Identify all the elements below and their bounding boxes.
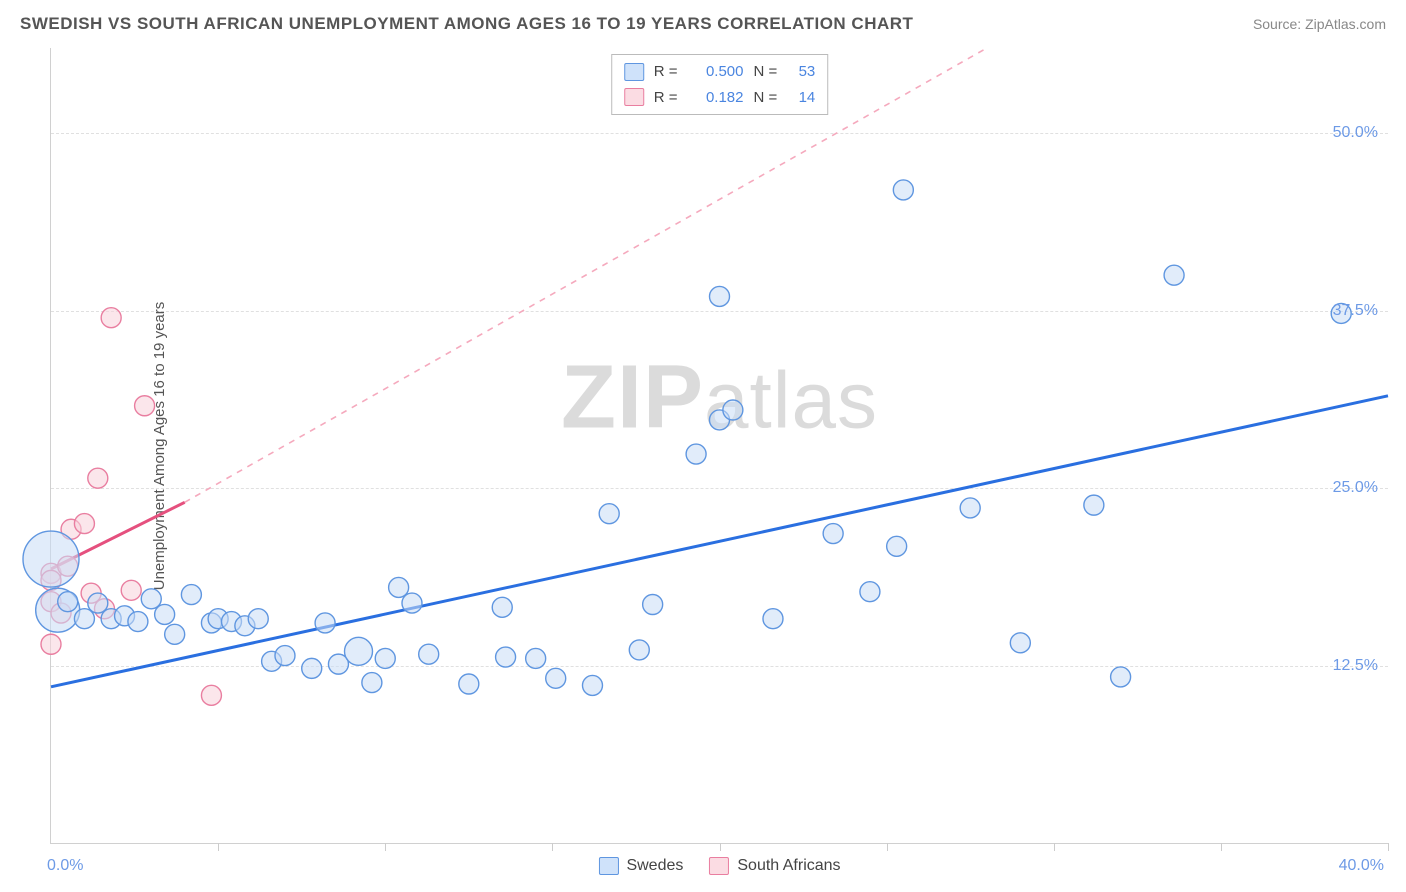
- scatter-point: [201, 685, 221, 705]
- scatter-point: [1084, 495, 1104, 515]
- y-axis-tick-label: 25.0%: [1333, 479, 1378, 497]
- x-axis-tick: [1054, 843, 1055, 851]
- legend-swatch: [624, 88, 644, 106]
- scatter-point: [74, 609, 94, 629]
- scatter-point: [345, 637, 373, 665]
- y-axis-tick-label: 12.5%: [1333, 657, 1378, 675]
- scatter-point: [58, 592, 78, 612]
- stats-legend-row: R = 0.500 N = 53: [624, 59, 816, 85]
- scatter-point: [362, 673, 382, 693]
- scatter-point: [88, 593, 108, 613]
- scatter-point: [165, 624, 185, 644]
- x-axis-min-label: 0.0%: [47, 857, 83, 875]
- stats-legend: R = 0.500 N = 53 R = 0.182 N = 14: [611, 54, 829, 115]
- scatter-point: [135, 396, 155, 416]
- scatter-point: [629, 640, 649, 660]
- scatter-point: [960, 498, 980, 518]
- scatter-point: [686, 444, 706, 464]
- scatter-point: [723, 400, 743, 420]
- scatter-point: [1164, 265, 1184, 285]
- stat-value-n: 53: [787, 59, 815, 85]
- scatter-point: [41, 634, 61, 654]
- stat-value-n: 14: [787, 85, 815, 111]
- scatter-point: [492, 597, 512, 617]
- x-axis-tick: [218, 843, 219, 851]
- x-axis-tick: [552, 843, 553, 851]
- x-axis-tick: [1388, 843, 1389, 851]
- scatter-point: [496, 647, 516, 667]
- source-attribution: Source: ZipAtlas.com: [1253, 16, 1386, 32]
- scatter-point: [23, 531, 79, 587]
- scatter-point: [887, 536, 907, 556]
- scatter-point: [763, 609, 783, 629]
- scatter-point: [141, 589, 161, 609]
- chart-plot-area: Unemployment Among Ages 16 to 19 years Z…: [50, 48, 1388, 844]
- scatter-point: [248, 609, 268, 629]
- scatter-point: [128, 612, 148, 632]
- scatter-point: [823, 524, 843, 544]
- scatter-point: [599, 504, 619, 524]
- x-axis-tick: [385, 843, 386, 851]
- stat-label-n: N =: [754, 59, 778, 85]
- scatter-point: [302, 658, 322, 678]
- scatter-point: [860, 582, 880, 602]
- scatter-point: [546, 668, 566, 688]
- chart-title: SWEDISH VS SOUTH AFRICAN UNEMPLOYMENT AM…: [20, 14, 913, 34]
- stats-legend-row: R = 0.182 N = 14: [624, 85, 816, 111]
- scatter-point: [459, 674, 479, 694]
- stat-label-r: R =: [654, 59, 678, 85]
- stat-label-n: N =: [754, 85, 778, 111]
- x-axis-tick: [1221, 843, 1222, 851]
- scatter-point: [375, 648, 395, 668]
- scatter-point: [402, 593, 422, 613]
- y-axis-tick-label: 37.5%: [1333, 302, 1378, 320]
- y-axis-tick-label: 50.0%: [1333, 124, 1378, 142]
- scatter-point: [1010, 633, 1030, 653]
- scatter-point: [582, 675, 602, 695]
- scatter-svg: [51, 48, 1388, 843]
- legend-swatch: [709, 857, 729, 875]
- x-axis-tick: [720, 843, 721, 851]
- trend-line: [185, 48, 987, 502]
- x-axis-tick: [887, 843, 888, 851]
- stat-label-r: R =: [654, 85, 678, 111]
- stat-value-r: 0.182: [688, 85, 744, 111]
- scatter-point: [88, 468, 108, 488]
- legend-item: Swedes: [598, 857, 683, 875]
- scatter-point: [74, 514, 94, 534]
- legend-label: South Africans: [737, 857, 840, 875]
- scatter-point: [155, 604, 175, 624]
- scatter-point: [181, 585, 201, 605]
- legend-swatch: [624, 63, 644, 81]
- scatter-point: [1111, 667, 1131, 687]
- scatter-point: [893, 180, 913, 200]
- scatter-point: [101, 308, 121, 328]
- trend-line: [51, 396, 1388, 687]
- scatter-point: [275, 646, 295, 666]
- series-legend: Swedes South Africans: [598, 857, 840, 875]
- scatter-point: [419, 644, 439, 664]
- legend-item: South Africans: [709, 857, 840, 875]
- scatter-point: [315, 613, 335, 633]
- scatter-point: [389, 577, 409, 597]
- scatter-point: [526, 648, 546, 668]
- scatter-point: [710, 286, 730, 306]
- legend-swatch: [598, 857, 618, 875]
- scatter-point: [643, 595, 663, 615]
- x-axis-max-label: 40.0%: [1339, 857, 1384, 875]
- stat-value-r: 0.500: [688, 59, 744, 85]
- scatter-point: [121, 580, 141, 600]
- legend-label: Swedes: [626, 857, 683, 875]
